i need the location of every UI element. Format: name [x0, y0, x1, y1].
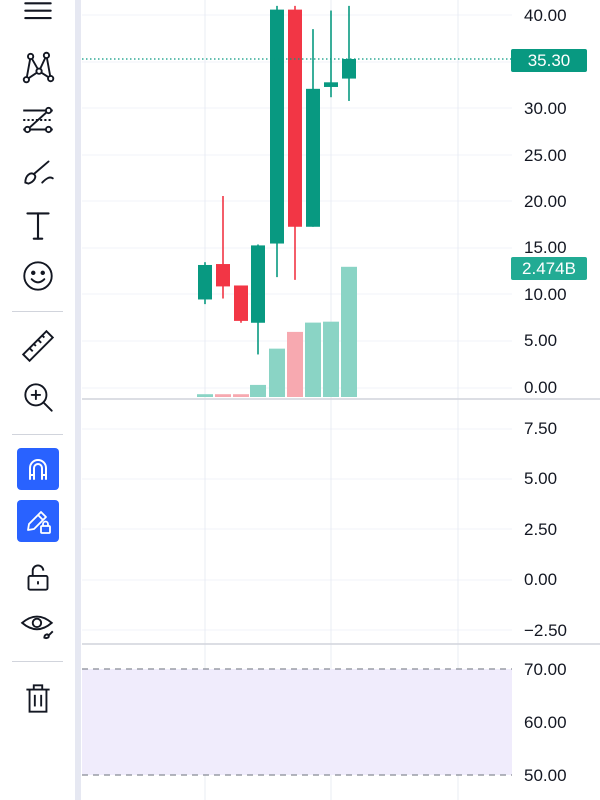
volume-bar [287, 331, 303, 397]
zoom-in-icon [24, 383, 53, 412]
price-axis-label: 0.00 [524, 378, 558, 397]
text-tool-button[interactable] [14, 203, 62, 247]
drawing-toolbar [0, 0, 75, 800]
pattern-tool-button[interactable] [14, 45, 62, 89]
eye-icon [20, 615, 54, 640]
candle-body [324, 82, 338, 87]
candle-body [288, 9, 302, 227]
horizontal-lines-icon [24, 2, 52, 20]
prediction-tool-button[interactable] [14, 98, 62, 142]
volume-bar [323, 321, 339, 397]
pencil-lock-icon [27, 511, 51, 534]
candle-body [251, 245, 265, 323]
ruler-icon [21, 329, 55, 363]
toolbar-border [75, 0, 81, 800]
price-axis-label: 30.00 [524, 99, 567, 118]
volume-badge: 2.474B [511, 257, 587, 280]
toolbar-separator [12, 311, 63, 312]
volume-bar [197, 394, 213, 397]
brush-tool-button[interactable] [14, 150, 62, 194]
hide-drawings-button[interactable] [14, 603, 62, 647]
price-axis-label: 20.00 [524, 192, 567, 211]
forecast-lines-icon [23, 106, 53, 134]
rsi-axis-label: 70.00 [524, 660, 567, 679]
brush-icon [24, 160, 54, 185]
volume-bar [341, 266, 357, 397]
toolbar-separator [12, 661, 63, 662]
candle-body [234, 285, 248, 321]
toolbar-separator [12, 434, 63, 435]
volume-bar [269, 348, 285, 397]
oscillator-axis-label: 5.00 [524, 469, 558, 488]
candle-body [306, 88, 320, 227]
horizontal-lines-tool-button[interactable] [14, 0, 62, 38]
rsi-axis-label: 60.00 [524, 713, 567, 732]
measure-tool-button[interactable] [14, 324, 62, 368]
text-icon [26, 212, 50, 240]
oscillator-axis-label: −2.50 [524, 621, 568, 640]
stay-in-drawing-mode-button[interactable] [17, 500, 59, 542]
volume-bar [305, 322, 321, 397]
candlestick-series [198, 5, 356, 355]
rsi-axis-label: 50.00 [524, 766, 567, 785]
candle-body [270, 9, 284, 244]
price-axis-label: 10.00 [524, 285, 567, 304]
candle-body [216, 264, 230, 287]
grid-lines [82, 0, 512, 800]
trash-icon [26, 684, 50, 713]
remove-drawings-button[interactable] [14, 676, 62, 720]
oscillator-axis-label: 2.50 [524, 520, 558, 539]
volume-bar [215, 394, 231, 397]
oscillator-axis-label: 0.00 [524, 570, 558, 589]
candle-body [198, 264, 212, 300]
oscillator-axis-label: 7.50 [524, 419, 558, 438]
magnet-mode-button[interactable] [17, 448, 59, 490]
price-axis-label: 40.00 [524, 6, 567, 25]
last-price-badge: 35.30 [511, 49, 587, 72]
magnet-icon [29, 459, 47, 480]
volume-bar [250, 384, 266, 397]
unlock-icon [27, 564, 49, 591]
smiley-icon [23, 261, 53, 291]
volume-series [197, 266, 357, 397]
price-axis-label: 25.00 [524, 146, 567, 165]
xabcd-pattern-icon [22, 51, 55, 84]
volume-bar [233, 394, 249, 397]
rsi-band-background [82, 669, 512, 775]
candle-body [342, 59, 356, 79]
price-axis-label: 15.00 [524, 238, 567, 257]
emoji-tool-button[interactable] [14, 254, 62, 298]
lock-drawings-button[interactable] [14, 555, 62, 599]
price-axis-label: 5.00 [524, 331, 558, 350]
zoom-in-tool-button[interactable] [14, 375, 62, 419]
